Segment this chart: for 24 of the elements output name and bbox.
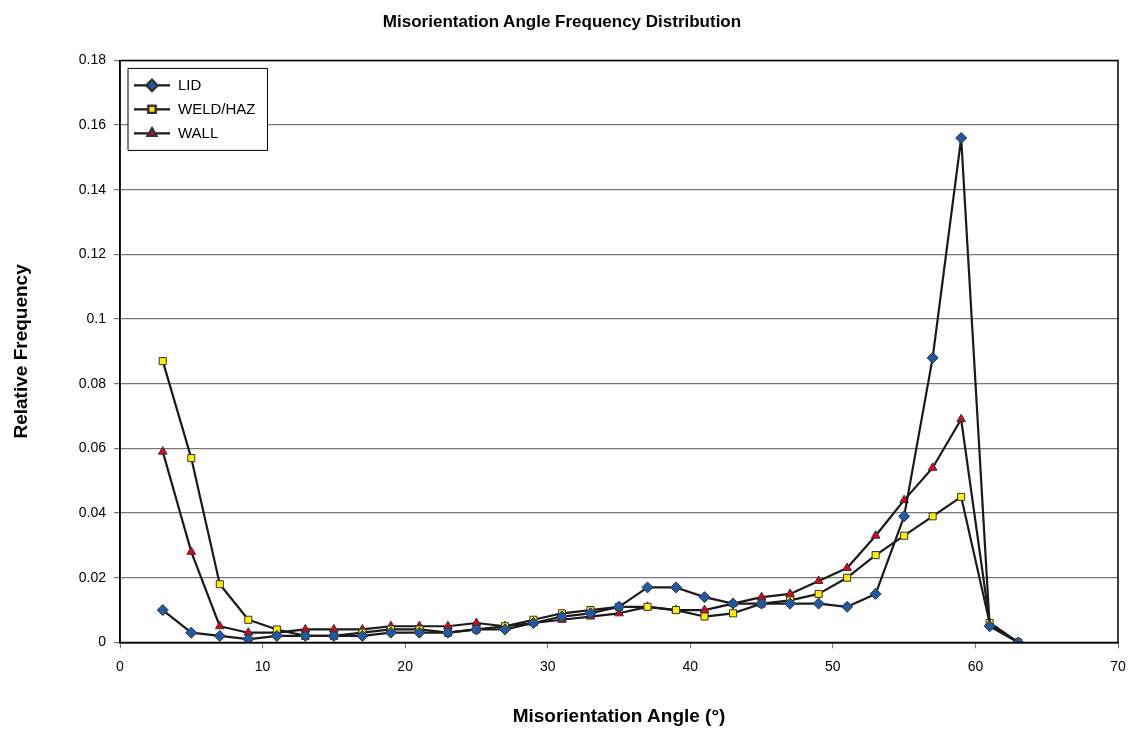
legend-label: LID: [178, 75, 202, 93]
x-tick-label: 70: [1110, 657, 1126, 674]
x-tick-label: 30: [539, 657, 556, 674]
y-tick-label: 0.04: [78, 503, 107, 520]
y-tick-label: 0: [98, 633, 107, 650]
x-tick-label: 10: [254, 657, 271, 674]
legend-label: WALL: [178, 123, 219, 141]
y-tick-label: 0.18: [78, 51, 107, 68]
y-tick-label: 0.16: [78, 115, 107, 132]
y-tick-label: 0.1: [86, 309, 107, 326]
y-tick-label: 0.06: [78, 439, 107, 456]
x-tick-label: 40: [682, 657, 699, 674]
x-tick-label: 20: [397, 657, 414, 674]
y-tick-label: 0.08: [78, 374, 107, 391]
x-tick-label: 0: [116, 657, 125, 674]
x-tick-label: 50: [825, 657, 841, 674]
legend-label: WELD/HAZ: [178, 99, 256, 117]
y-tick-label: 0.14: [78, 180, 107, 197]
y-tick-label: 0.02: [78, 568, 107, 585]
chart-title: Misorientation Angle Frequency Distribution: [382, 11, 742, 31]
x-tick-label: 60: [967, 657, 984, 674]
y-axis-title: Relative Frequency: [9, 263, 31, 439]
x-axis-title: Misorientation Angle (°): [512, 704, 726, 726]
y-tick-label: 0.12: [78, 245, 107, 262]
